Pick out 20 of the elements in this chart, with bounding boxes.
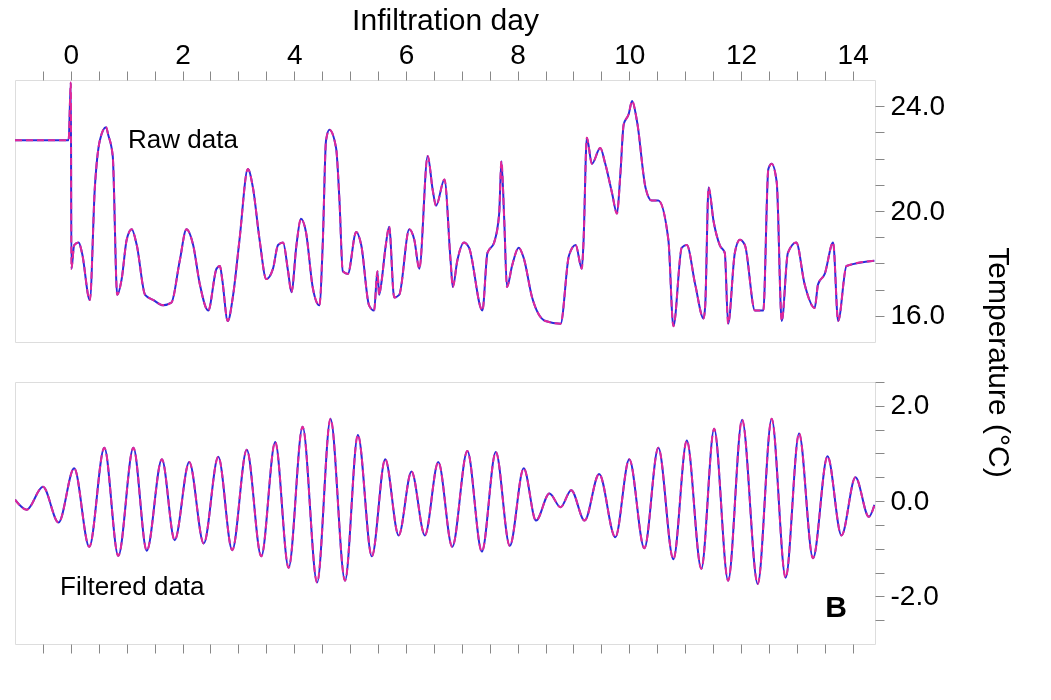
x-tick-label: 0 [63, 38, 80, 70]
annotation: Filtered data [60, 571, 206, 601]
y-tick-label: 0.0 [890, 484, 930, 516]
x-tick-label: 2 [175, 38, 191, 70]
y-tick-label: 16.0 [890, 299, 945, 331]
y-tick-label: -2.0 [890, 579, 939, 611]
x-axis-title: Infiltration day [352, 2, 539, 36]
annotation: B [825, 590, 847, 623]
x-tick-label: 10 [614, 38, 646, 70]
y-tick-label: 24.0 [890, 89, 945, 121]
y-tick-label: 20.0 [890, 194, 945, 226]
x-tick-label: 12 [725, 38, 758, 70]
x-tick-label: 6 [398, 38, 415, 70]
y-axis-title: Temperature (°C) [982, 247, 1016, 478]
annotation: Raw data [128, 124, 239, 154]
x-tick-label: 8 [510, 38, 526, 70]
x-tick-label: 14 [837, 38, 869, 70]
y-tick-label: 2.0 [890, 389, 930, 421]
line-series [15, 81, 875, 328]
x-tick-label: 4 [286, 38, 303, 70]
